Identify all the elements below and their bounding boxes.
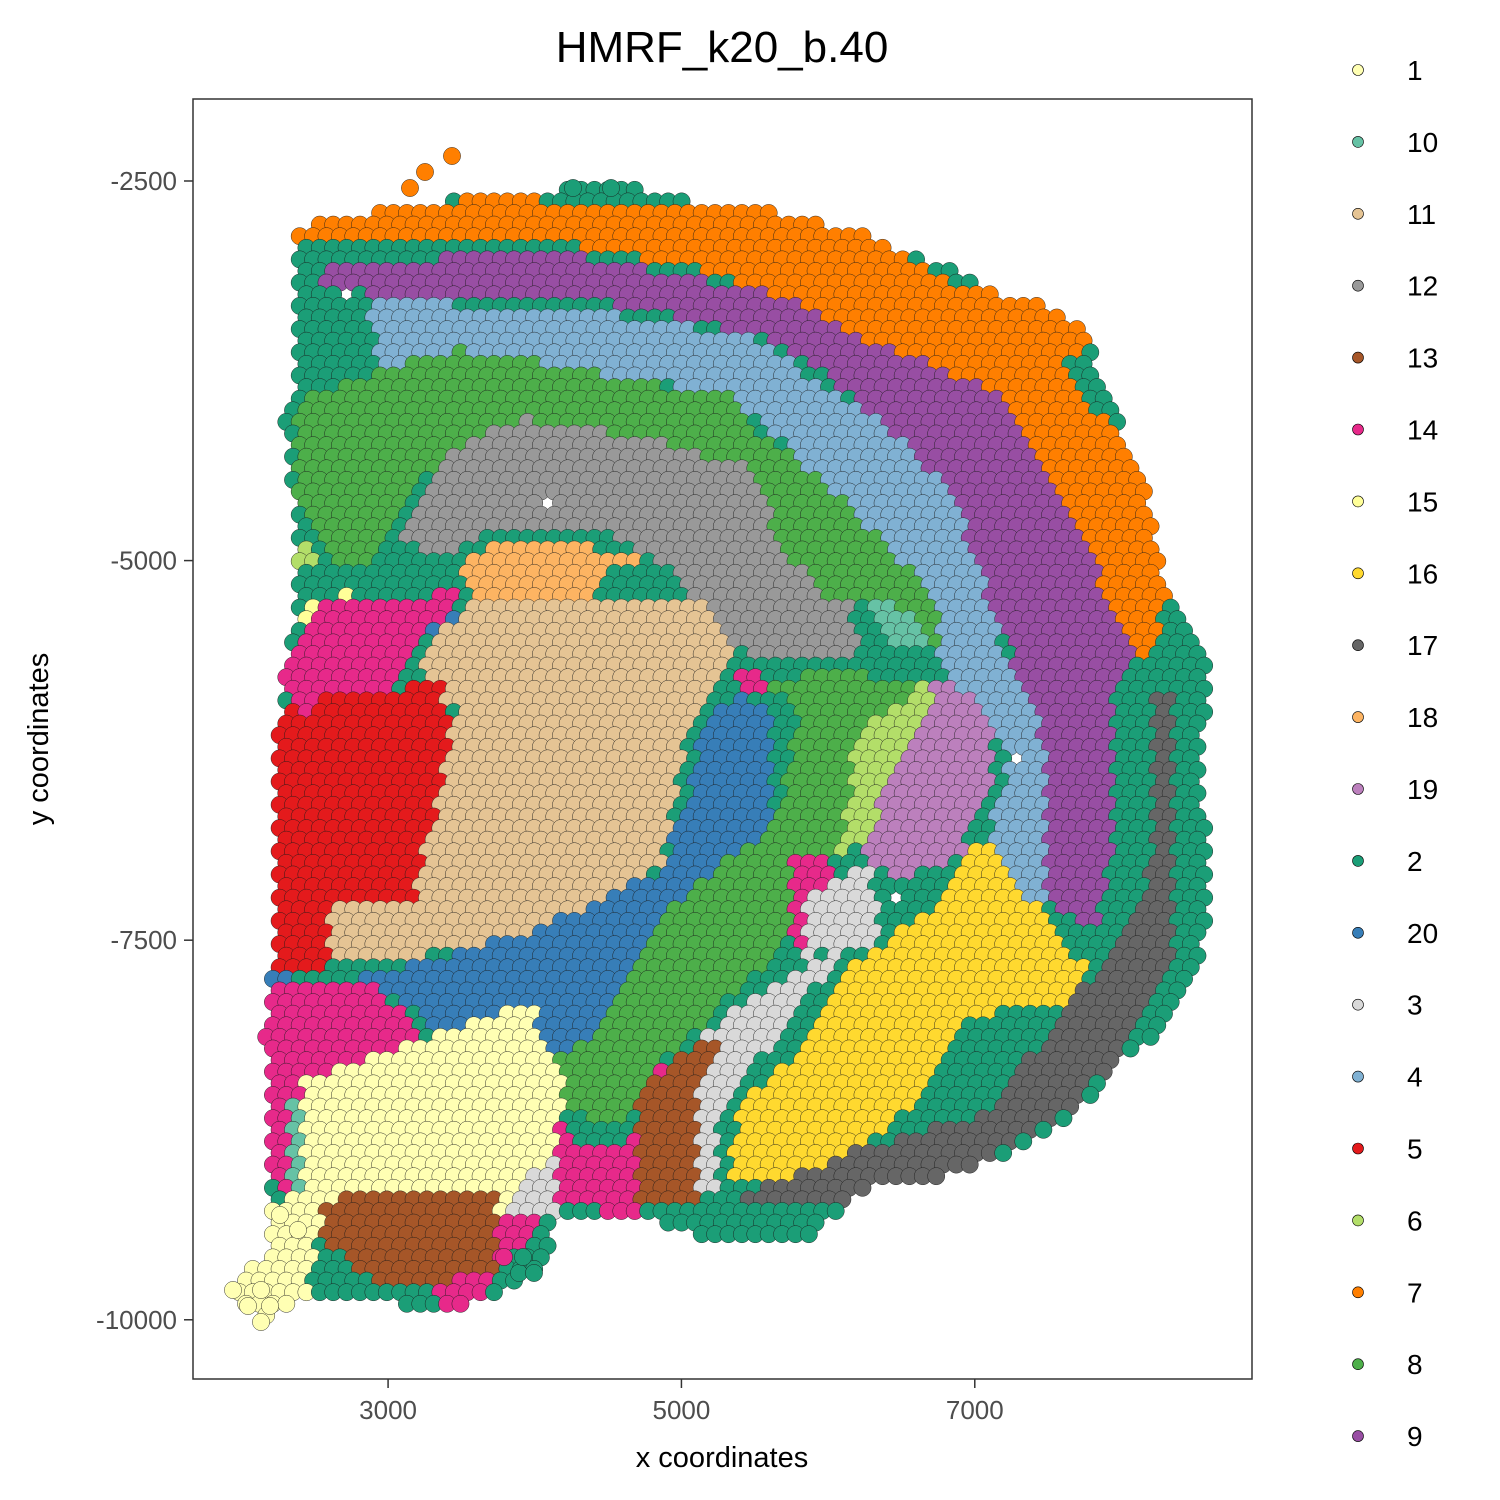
spot-point	[1141, 1028, 1160, 1046]
spot-point	[1081, 1086, 1100, 1104]
chart-title: HMRF_k20_b.40	[556, 23, 889, 72]
points-layer	[224, 147, 1214, 1331]
spot-point	[1121, 1039, 1140, 1058]
